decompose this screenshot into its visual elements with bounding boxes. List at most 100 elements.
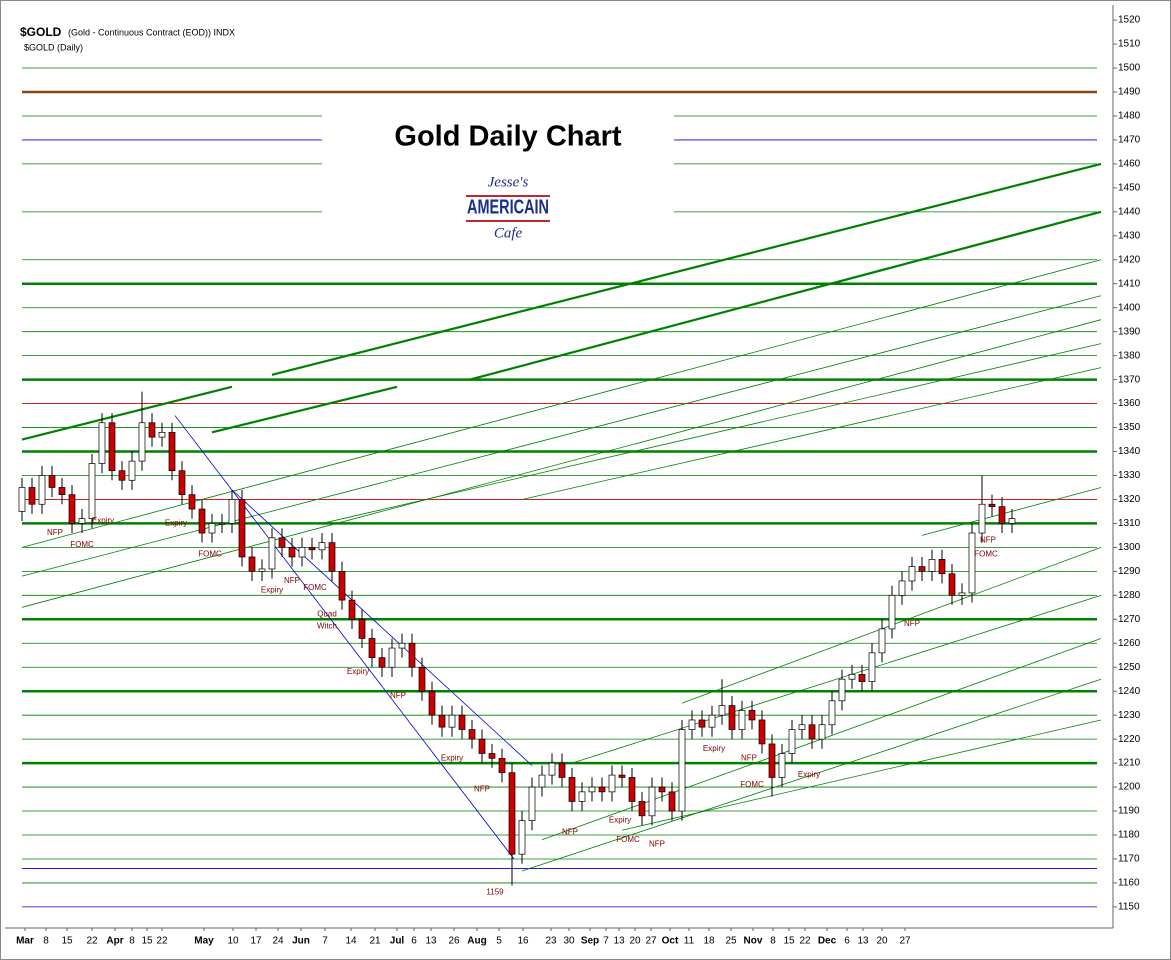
candle-body bbox=[538, 774, 546, 788]
annotation: NFP bbox=[284, 576, 300, 585]
candle-body bbox=[498, 757, 506, 774]
x-tick-label: 5 bbox=[496, 936, 502, 947]
annotation: FOMC bbox=[70, 540, 94, 549]
annotation: Expiry bbox=[441, 753, 463, 762]
y-tick-label: 1470 bbox=[1118, 135, 1141, 146]
candle-body bbox=[728, 705, 736, 730]
x-tick-label: 7 bbox=[603, 936, 609, 947]
candle-body bbox=[338, 571, 346, 601]
candle-body bbox=[938, 559, 946, 575]
annotation: NFP bbox=[562, 828, 578, 837]
symbol: $GOLD bbox=[20, 25, 62, 39]
x-tick-label: 17 bbox=[250, 936, 262, 947]
candle-body bbox=[688, 719, 696, 730]
candle-body bbox=[268, 537, 276, 570]
x-tick-label: 8 bbox=[43, 936, 49, 947]
trend-line bbox=[271, 162, 1102, 376]
candle-body bbox=[228, 499, 236, 524]
candle-body bbox=[68, 494, 76, 524]
y-tick-label: 1440 bbox=[1118, 206, 1141, 217]
annotation: FOMC bbox=[974, 550, 998, 559]
candle-body bbox=[108, 422, 116, 472]
x-tick-label: 20 bbox=[629, 936, 641, 947]
candle-body bbox=[378, 657, 386, 668]
x-tick-label: 18 bbox=[703, 936, 715, 947]
x-tick-label: Jul bbox=[390, 936, 405, 947]
annotation: Witch bbox=[317, 622, 337, 631]
x-tick-label: 13 bbox=[857, 936, 869, 947]
candle-body bbox=[588, 786, 596, 793]
trend-line bbox=[21, 319, 1102, 608]
candle-body bbox=[318, 542, 326, 551]
candle-body bbox=[568, 777, 576, 802]
candle-body bbox=[558, 762, 566, 778]
y-tick-label: 1170 bbox=[1118, 854, 1140, 865]
candle-body bbox=[328, 542, 336, 572]
candle-body bbox=[598, 786, 606, 793]
x-tick-label: 13 bbox=[425, 936, 437, 947]
y-tick-label: 1430 bbox=[1118, 230, 1141, 241]
x-tick-label: 27 bbox=[645, 936, 657, 947]
candles bbox=[18, 391, 1016, 886]
annotation: Expiry bbox=[92, 516, 114, 525]
x-tick-label: 8 bbox=[129, 936, 135, 947]
candle-body bbox=[158, 431, 166, 438]
candle-body bbox=[118, 470, 126, 481]
candle-body bbox=[368, 638, 376, 658]
y-tick-label: 1460 bbox=[1118, 159, 1141, 170]
y-tick-label: 1410 bbox=[1118, 278, 1141, 289]
trend-line bbox=[21, 259, 1102, 548]
x-tick-label: 22 bbox=[799, 936, 811, 947]
y-tick-label: 1280 bbox=[1118, 590, 1141, 601]
candle-body bbox=[198, 508, 206, 534]
candle-body bbox=[648, 786, 656, 817]
x-tick-label: Nov bbox=[744, 936, 763, 947]
candle-body bbox=[698, 719, 706, 728]
candle-body bbox=[608, 774, 616, 793]
logo-text: Cafe bbox=[494, 225, 523, 241]
x-tick-label: 22 bbox=[86, 936, 98, 947]
x-tick-label: 10 bbox=[227, 936, 239, 947]
x-tick-label: 30 bbox=[563, 936, 575, 947]
candle-body bbox=[668, 791, 676, 812]
annotation: 1159 bbox=[486, 888, 504, 897]
y-tick-label: 1500 bbox=[1118, 63, 1141, 74]
candle-body bbox=[868, 652, 876, 682]
x-tick-label: May bbox=[194, 936, 214, 947]
candle-body bbox=[438, 714, 446, 728]
x-tick-label: 21 bbox=[369, 936, 381, 947]
candle-body bbox=[418, 666, 426, 692]
y-tick-label: 1160 bbox=[1118, 878, 1140, 889]
candle-body bbox=[818, 724, 826, 740]
y-tick-label: 1360 bbox=[1118, 398, 1141, 409]
candle-body bbox=[548, 762, 556, 776]
x-tick-label: 20 bbox=[876, 936, 888, 947]
annotation: Expiry bbox=[347, 667, 369, 676]
y-tick-label: 1220 bbox=[1118, 734, 1141, 745]
x-tick-label: Sep bbox=[581, 936, 599, 947]
candle-body bbox=[808, 724, 816, 740]
y-tick-label: 1340 bbox=[1118, 446, 1141, 457]
y-tick-label: 1250 bbox=[1118, 662, 1141, 673]
candle-body bbox=[248, 556, 256, 572]
candle-body bbox=[408, 642, 416, 668]
candle-body bbox=[928, 559, 936, 572]
y-tick-label: 1240 bbox=[1118, 686, 1141, 697]
overlay-lines bbox=[21, 67, 1102, 908]
y-tick-label: 1210 bbox=[1118, 758, 1141, 769]
candle-body bbox=[18, 487, 26, 512]
candle-body bbox=[518, 820, 526, 855]
candle-body bbox=[288, 547, 296, 558]
candle-body bbox=[748, 710, 756, 721]
candle-body bbox=[988, 503, 996, 507]
y-tick-label: 1300 bbox=[1118, 542, 1141, 553]
x-tick-label: 24 bbox=[272, 936, 284, 947]
candle-body bbox=[58, 487, 66, 496]
x-tick-label: 6 bbox=[844, 936, 850, 947]
x-tick-label: 15 bbox=[141, 936, 153, 947]
candle-body bbox=[638, 801, 646, 817]
x-tick-label: 13 bbox=[613, 936, 625, 947]
y-tick-label: 1150 bbox=[1118, 902, 1140, 913]
y-tick-label: 1260 bbox=[1118, 638, 1141, 649]
